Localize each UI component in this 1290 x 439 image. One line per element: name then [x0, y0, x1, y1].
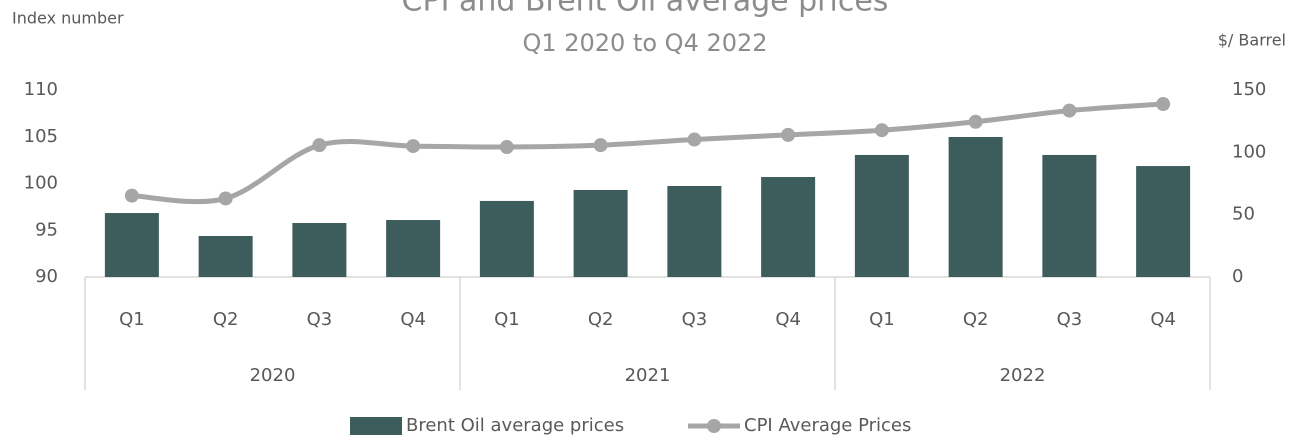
- y2-tick-label: 50: [1232, 204, 1255, 225]
- marker: [1156, 97, 1171, 112]
- x-tick-label: Q1: [494, 309, 520, 330]
- marker: [968, 114, 983, 129]
- x-tick-label: Q3: [307, 309, 333, 330]
- legend-swatch: [707, 419, 721, 433]
- group-label: 2021: [625, 365, 671, 386]
- bar: [479, 200, 534, 277]
- y-tick-label: 110: [24, 79, 58, 100]
- marker: [218, 191, 233, 206]
- bar: [667, 185, 722, 277]
- y2-tick-label: 0: [1232, 266, 1243, 287]
- legend-label: CPI Average Prices: [744, 415, 911, 436]
- bar: [104, 213, 159, 277]
- legend-label: Brent Oil average prices: [406, 415, 624, 436]
- legend-swatch: [350, 417, 402, 435]
- marker: [687, 132, 702, 147]
- marker: [124, 188, 139, 203]
- x-tick-label: Q3: [1057, 309, 1083, 330]
- x-tick-label: Q4: [400, 309, 426, 330]
- y-tick-label: 100: [24, 173, 58, 194]
- x-tick-label: Q1: [869, 309, 895, 330]
- line: [131, 101, 1164, 205]
- y2-axis-label: $/ Barrel: [1218, 31, 1286, 50]
- chart-subtitle: Q1 2020 to Q4 2022: [522, 29, 767, 57]
- bar: [761, 177, 816, 277]
- bar: [1136, 166, 1191, 277]
- marker: [499, 140, 514, 155]
- y-tick-label: 95: [35, 219, 58, 240]
- x-tick-label: Q4: [1150, 309, 1176, 330]
- y2-tick-label: 100: [1232, 141, 1266, 162]
- bar: [573, 189, 628, 277]
- x-tick-label: Q2: [963, 309, 989, 330]
- x-tick-label: Q1: [119, 309, 145, 330]
- y2-tick-label: 150: [1232, 79, 1266, 100]
- chart-title: CPI and Brent Oil average prices: [402, 0, 889, 19]
- marker: [593, 138, 608, 153]
- bar: [198, 235, 253, 277]
- bar: [386, 220, 441, 277]
- bar: [854, 154, 909, 277]
- bar: [1042, 154, 1097, 277]
- group-label: 2022: [1000, 365, 1046, 386]
- y-axis-label: Index number: [12, 9, 124, 28]
- x-tick-label: Q4: [775, 309, 801, 330]
- group-label: 2020: [250, 365, 296, 386]
- x-tick-label: Q3: [682, 309, 708, 330]
- marker: [312, 138, 327, 153]
- y-tick-label: 90: [35, 266, 58, 287]
- bar: [948, 136, 1003, 277]
- marker: [1062, 103, 1077, 118]
- y-tick-label: 105: [24, 126, 58, 147]
- x-tick-label: Q2: [213, 309, 239, 330]
- bar: [292, 223, 347, 277]
- marker: [874, 123, 889, 138]
- x-tick-label: Q2: [588, 309, 614, 330]
- marker: [406, 139, 421, 154]
- marker: [781, 127, 796, 142]
